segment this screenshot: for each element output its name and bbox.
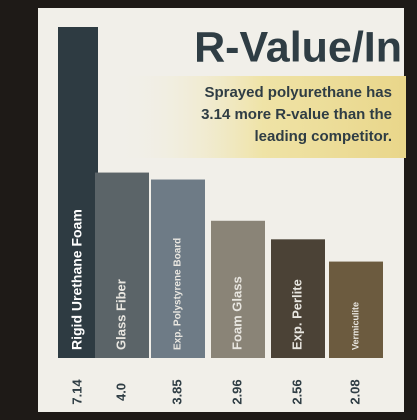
category-label: Exp. Perlite [289,279,304,350]
value-label: 7.14 [69,379,84,405]
chart-title: R-Value/In [194,23,402,71]
category-label: Glass Fiber [113,279,128,350]
chart: R-Value/In Sprayed polyurethane has 3.14 … [0,0,417,420]
category-label: Exp. Polystyrene Board [173,238,184,350]
value-label: 3.85 [169,379,184,404]
value-label: 2.08 [347,379,362,404]
annotation-line: leading competitor. [254,128,392,145]
annotation-line: Sprayed polyurethane has [204,84,392,101]
value-label: 4.0 [113,383,128,401]
value-label: 2.56 [289,379,304,404]
category-label: Foam Glass [229,276,244,350]
category-label: Vermiculite [350,302,360,350]
value-label: 2.96 [229,379,244,404]
category-label: Rigid Urethane Foam [69,209,85,350]
annotation-line: 3.14 more R-value than the [201,106,392,123]
